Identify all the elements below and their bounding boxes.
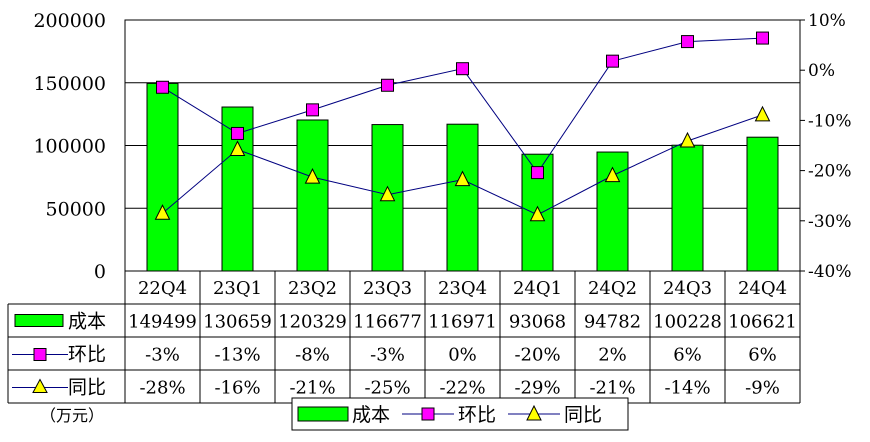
data-table: 22Q4 23Q1 23Q2 23Q3 23Q4 24Q1 24Q2 24Q3 24Q4 成本 14… <box>7 270 801 404</box>
unit-note: （万元） <box>40 406 104 425</box>
qoq-point <box>156 80 169 94</box>
data-label: -22% <box>439 378 485 399</box>
data-label: 120329 <box>278 312 347 333</box>
left-axis-ticks: 0 50000 100000 150000 200000 <box>33 10 106 283</box>
right-tick-label: 10% <box>808 11 846 31</box>
cost-bar <box>296 119 329 272</box>
data-label: 149499 <box>128 312 197 333</box>
data-label: 100228 <box>653 312 722 333</box>
qoq-point <box>306 103 319 117</box>
yoy-point <box>679 131 696 148</box>
yoy-point <box>379 185 396 202</box>
data-label: -8% <box>295 345 330 366</box>
data-label: -20% <box>514 345 560 366</box>
legend-key-cost <box>297 406 349 422</box>
right-tick-label: -10% <box>808 111 852 131</box>
data-label: -13% <box>214 345 260 366</box>
data-label: -9% <box>745 378 780 399</box>
x-tick-label: 24Q2 <box>588 278 637 299</box>
x-tick-label: 24Q4 <box>738 278 787 299</box>
yoy-point <box>529 205 546 222</box>
data-label: -3% <box>370 345 405 366</box>
data-label: 116971 <box>428 312 497 333</box>
qoq-point <box>381 78 394 92</box>
x-tick-label: 23Q4 <box>438 278 487 299</box>
yoy-point <box>229 140 246 157</box>
data-label: 6% <box>673 345 702 366</box>
data-label: -3% <box>145 345 180 366</box>
qoq-point <box>531 166 544 180</box>
data-label: -25% <box>364 378 410 399</box>
table-series-name: 环比 <box>68 344 106 366</box>
left-tick-label: 0 <box>94 261 106 283</box>
yoy-point <box>454 170 471 187</box>
x-tick-label: 23Q2 <box>288 278 337 299</box>
left-tick-label: 100000 <box>33 136 106 158</box>
right-tick-label: -30% <box>808 212 852 232</box>
left-tick-label: 50000 <box>46 198 106 220</box>
yoy-point <box>604 166 621 183</box>
cost-bar <box>446 123 479 272</box>
qoq-point <box>606 54 619 68</box>
qoq-point <box>456 62 469 76</box>
right-tick-label: 0% <box>808 61 835 81</box>
data-label: -21% <box>589 378 635 399</box>
data-label: -28% <box>139 378 185 399</box>
x-tick-label: 24Q3 <box>663 278 712 299</box>
legend-key-yoy <box>526 404 542 421</box>
cost-bar <box>146 82 179 272</box>
left-tick-label: 200000 <box>33 10 106 32</box>
yoy-point <box>304 168 321 184</box>
table-key-cost <box>14 314 64 327</box>
left-tick-label: 150000 <box>33 73 106 95</box>
data-label: -21% <box>289 378 335 399</box>
data-label: 130659 <box>203 312 272 333</box>
data-label: 116677 <box>353 312 422 333</box>
legend-label: 环比 <box>458 404 496 426</box>
table-series-name: 成本 <box>68 311 106 333</box>
right-tick-label: -40% <box>808 262 852 282</box>
x-tick-label: 24Q1 <box>513 278 562 299</box>
right-axis-ticks: -40% -30% -20% -10% 0% 10% <box>800 11 852 282</box>
data-label: 94782 <box>584 312 641 333</box>
cost-bar <box>671 144 704 272</box>
data-label: -14% <box>664 378 710 399</box>
data-label: -29% <box>514 378 560 399</box>
legend-key-qoq <box>421 407 435 421</box>
qoq-point <box>756 31 769 45</box>
data-label: 106621 <box>728 312 797 333</box>
legend: 成本 环比 同比 <box>291 397 629 431</box>
qoq-point <box>231 126 244 140</box>
x-tick-label: 22Q4 <box>138 278 187 299</box>
yoy-point <box>154 204 171 220</box>
cost-bar <box>746 136 779 272</box>
yoy-point <box>754 105 771 122</box>
data-label: 0% <box>448 345 477 366</box>
data-label: 93068 <box>509 312 566 333</box>
x-tick-label: 23Q1 <box>213 278 262 299</box>
series-lines <box>154 31 771 222</box>
legend-label: 同比 <box>564 404 602 426</box>
data-label: 6% <box>748 345 777 366</box>
right-tick-label: -20% <box>808 162 852 182</box>
table-key-yoy <box>32 378 48 393</box>
qoq-point <box>681 35 694 49</box>
legend-label: 成本 <box>352 404 390 426</box>
table-series-name: 同比 <box>68 377 106 399</box>
table-key-qoq <box>33 348 47 361</box>
x-tick-label: 23Q3 <box>363 278 412 299</box>
data-label: 2% <box>598 345 627 366</box>
data-label: -16% <box>214 378 260 399</box>
